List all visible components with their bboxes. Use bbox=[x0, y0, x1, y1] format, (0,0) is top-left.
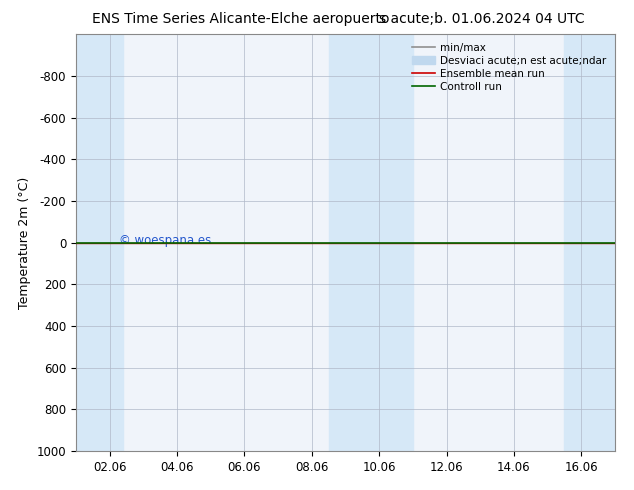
Bar bbox=[328, 34, 413, 451]
Bar bbox=[564, 34, 615, 451]
Text: s acute;b. 01.06.2024 04 UTC: s acute;b. 01.06.2024 04 UTC bbox=[379, 12, 585, 26]
Text: © woespana.es: © woespana.es bbox=[119, 234, 212, 247]
Text: ENS Time Series Alicante-Elche aeropuerto: ENS Time Series Alicante-Elche aeropuert… bbox=[92, 12, 390, 26]
Legend: min/max, Desviaci acute;n est acute;ndar, Ensemble mean run, Controll run: min/max, Desviaci acute;n est acute;ndar… bbox=[409, 40, 610, 95]
Y-axis label: Temperature 2m (°C): Temperature 2m (°C) bbox=[18, 176, 31, 309]
Bar bbox=[76, 34, 123, 451]
